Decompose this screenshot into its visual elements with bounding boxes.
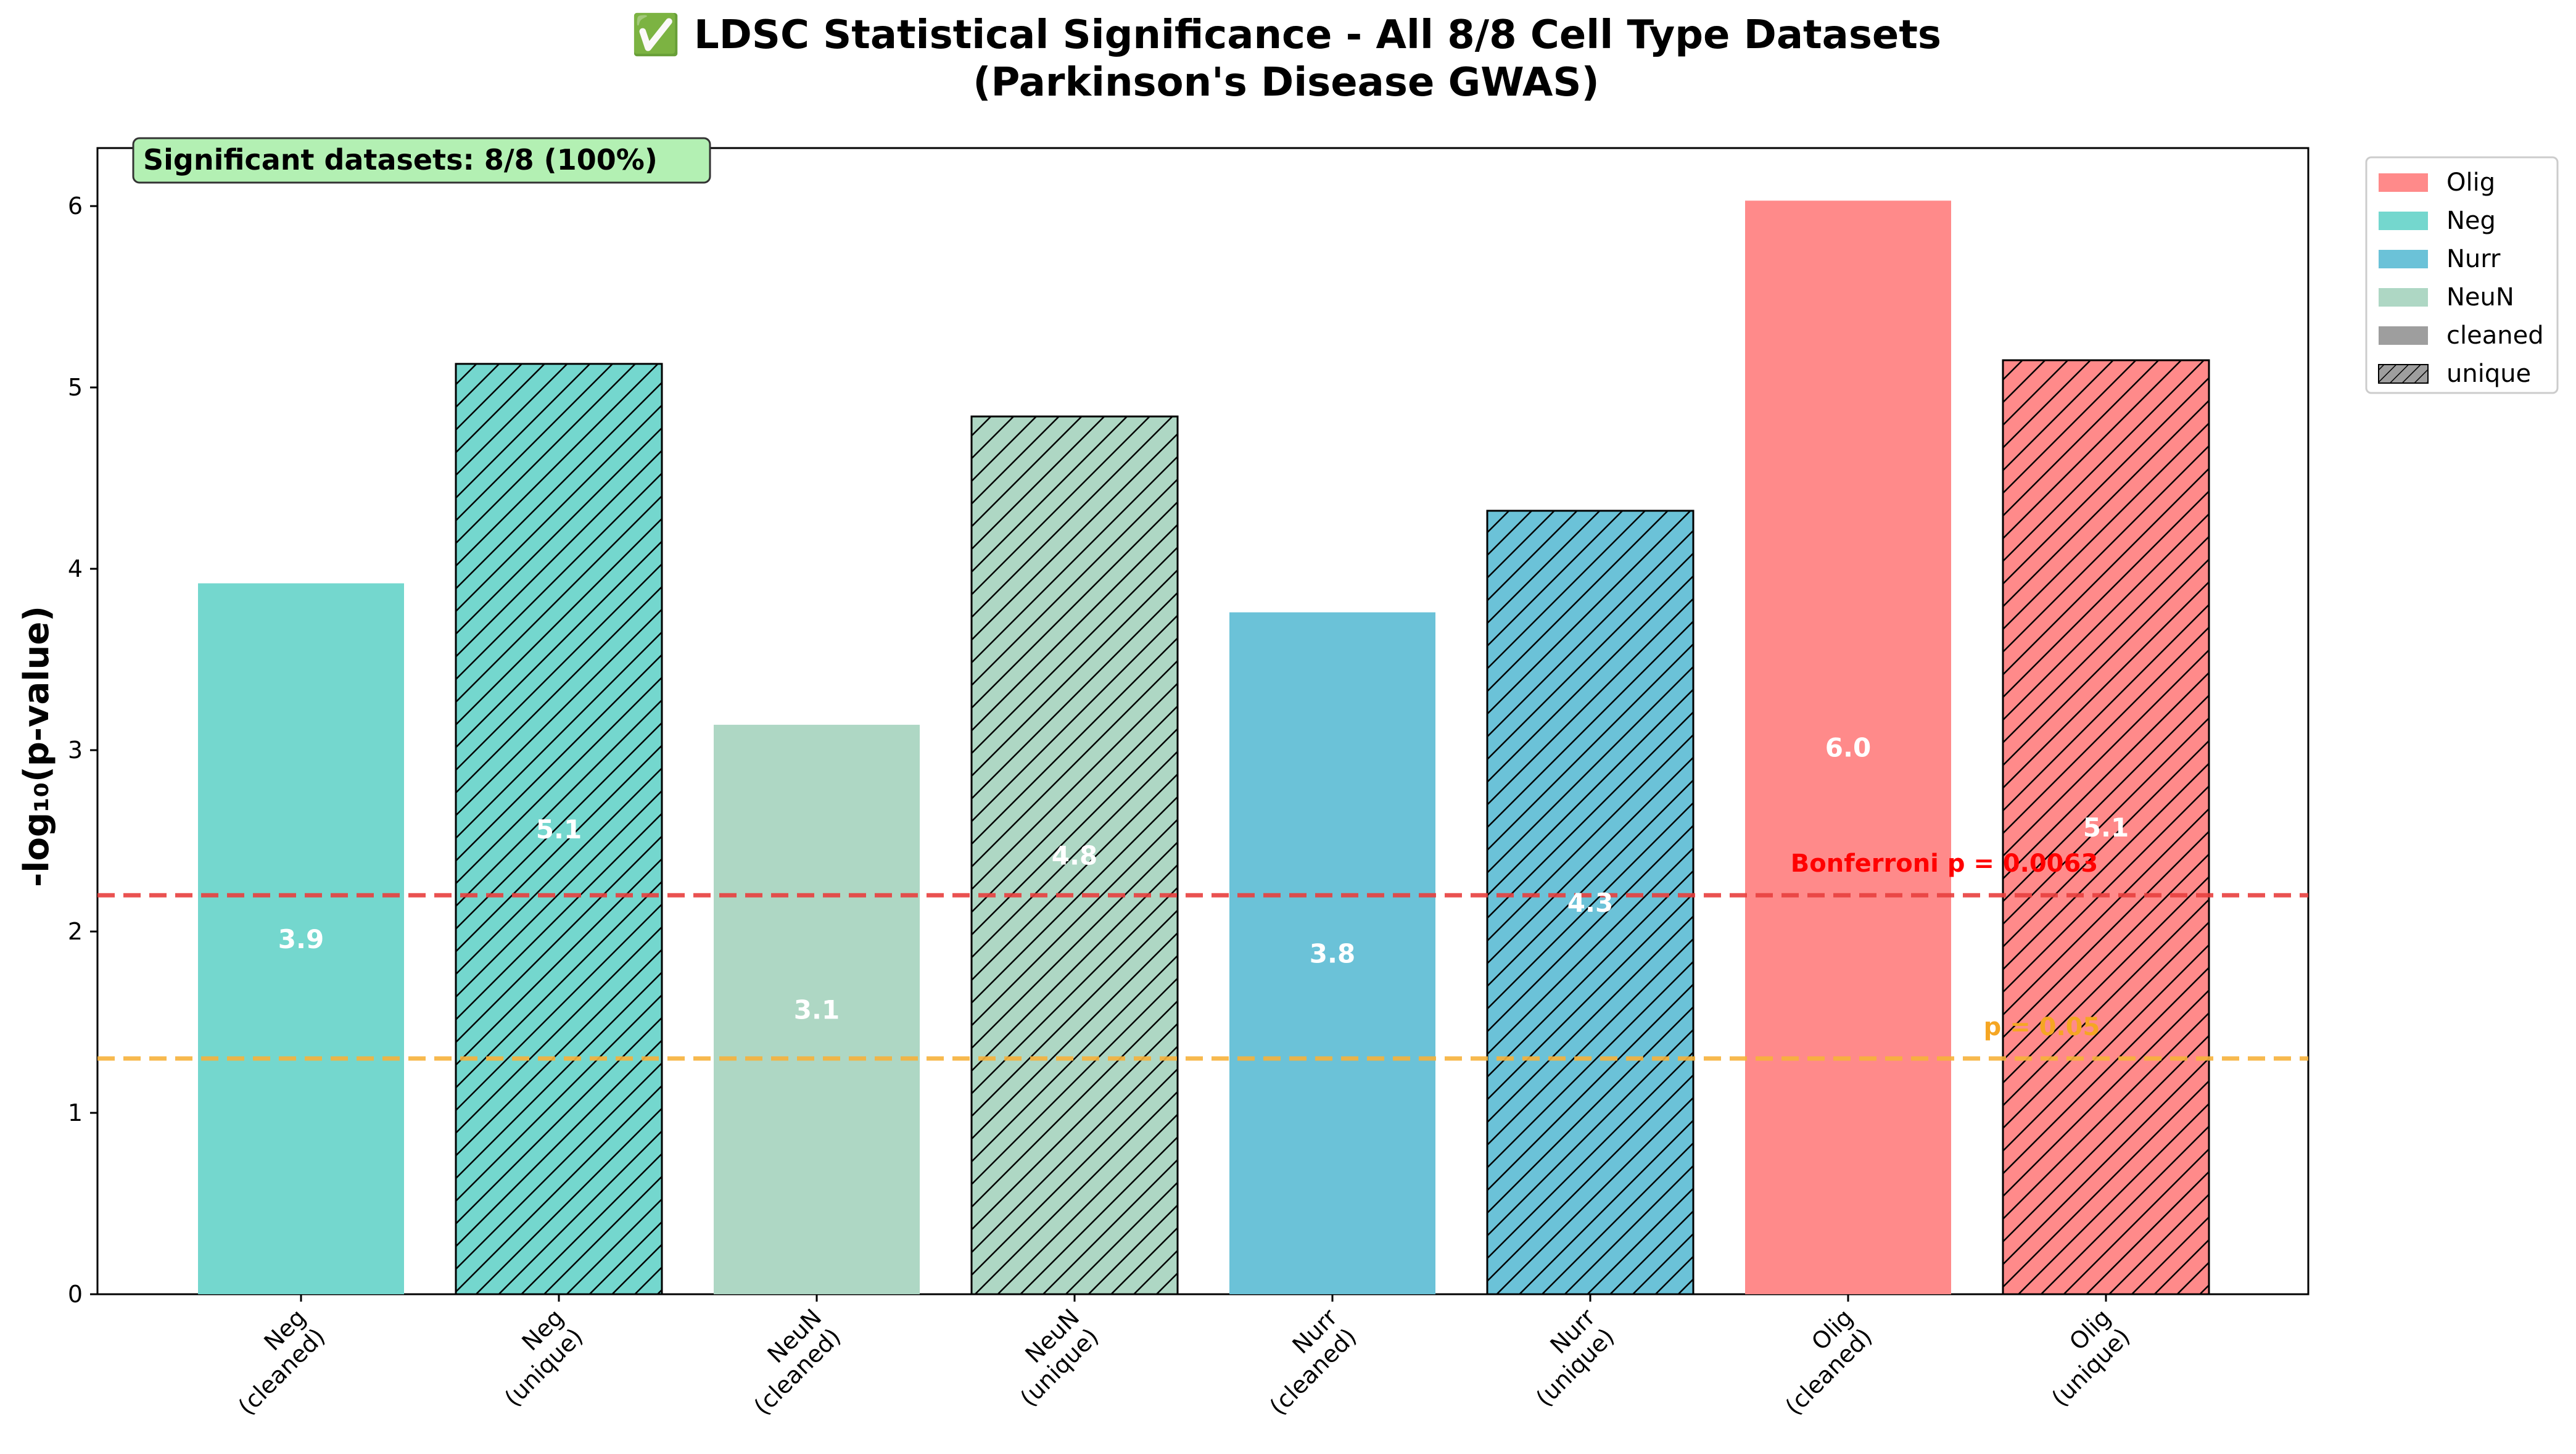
y-tick-label: 5 — [68, 374, 83, 401]
annotation-text: Significant datasets: 8/8 (100%) — [143, 143, 658, 176]
legend-label-unique: unique — [2446, 360, 2531, 388]
y-tick-label: 0 — [68, 1281, 83, 1308]
x-tick-label: Olig(unique) — [2027, 1303, 2135, 1411]
x-tick-label: Neg(cleaned) — [213, 1303, 330, 1420]
legend-label-NeuN: NeuN — [2446, 283, 2514, 312]
legend-swatch-cleaned — [2379, 326, 2428, 345]
legend-swatch-Neg — [2379, 212, 2428, 230]
legend-label-Neg: Neg — [2446, 207, 2496, 235]
significance-annotation: Significant datasets: 8/8 (100%) — [132, 137, 711, 184]
x-tick-label: Neg(unique) — [480, 1303, 588, 1411]
value-label: 5.1 — [2083, 812, 2129, 843]
y-tick-label: 2 — [68, 918, 83, 945]
bar-neg-cleaned — [198, 583, 404, 1295]
legend-label-Nurr: Nurr — [2446, 245, 2501, 273]
chart-subtitle: (Parkinson's Disease GWAS) — [973, 60, 1600, 105]
legend-label-Olig: Olig — [2446, 168, 2495, 197]
y-tick-label: 4 — [68, 555, 83, 582]
bar-hatch — [455, 363, 663, 1295]
value-label: 5.1 — [536, 814, 582, 845]
bar-olig-cleaned — [1745, 200, 1951, 1294]
value-label: 3.1 — [794, 994, 840, 1025]
bonferroni-label: Bonferroni p = 0.0063 — [1791, 849, 2098, 878]
x-tick-label: Nurr(cleaned) — [1245, 1303, 1361, 1420]
legend-label-cleaned: cleaned — [2446, 321, 2544, 350]
y-tick-label: 6 — [68, 192, 83, 220]
y-tick-label: 3 — [68, 737, 83, 764]
value-label: 4.3 — [1567, 888, 1613, 918]
legend-swatch-hatch — [2378, 364, 2429, 384]
x-tick-label: NeuN(cleaned) — [729, 1303, 846, 1420]
legend-swatch-Nurr — [2379, 250, 2428, 268]
p-threshold-label: p = 0.05 — [1984, 1013, 2100, 1041]
legend-swatch-Olig — [2379, 173, 2428, 192]
x-tick-label: Nurr(unique) — [1511, 1303, 1620, 1412]
value-label: 3.9 — [278, 924, 324, 954]
y-axis-label: -log₁₀(p-value) — [17, 606, 57, 887]
bar-neun-cleaned — [714, 724, 920, 1294]
chart-title: ✅ LDSC Statistical Significance - All 8/… — [631, 12, 1941, 58]
annotation-box — [132, 137, 711, 184]
bar-hatch — [2002, 359, 2210, 1295]
x-tick-label: NeuN(unique) — [996, 1303, 1104, 1411]
legend-swatch-NeuN — [2379, 288, 2428, 307]
bar-nurr-cleaned — [1229, 612, 1435, 1294]
bar-hatch — [1486, 510, 1695, 1295]
x-tick-label: Olig(cleaned) — [1761, 1303, 1877, 1420]
plot-area: 0 1 2 3 4 5 6 Neg(cleaned) Neg(unique) NeuN(clean… — [68, 137, 2310, 1420]
value-label: 4.8 — [1052, 841, 1097, 871]
legend: Olig Neg Nurr NeuN cleaned unique — [2365, 156, 2559, 394]
y-tick-label: 1 — [68, 1099, 83, 1126]
plot-frame — [96, 147, 2310, 1295]
value-label: 3.8 — [1310, 938, 1355, 969]
value-label: 6.0 — [1825, 733, 1871, 763]
